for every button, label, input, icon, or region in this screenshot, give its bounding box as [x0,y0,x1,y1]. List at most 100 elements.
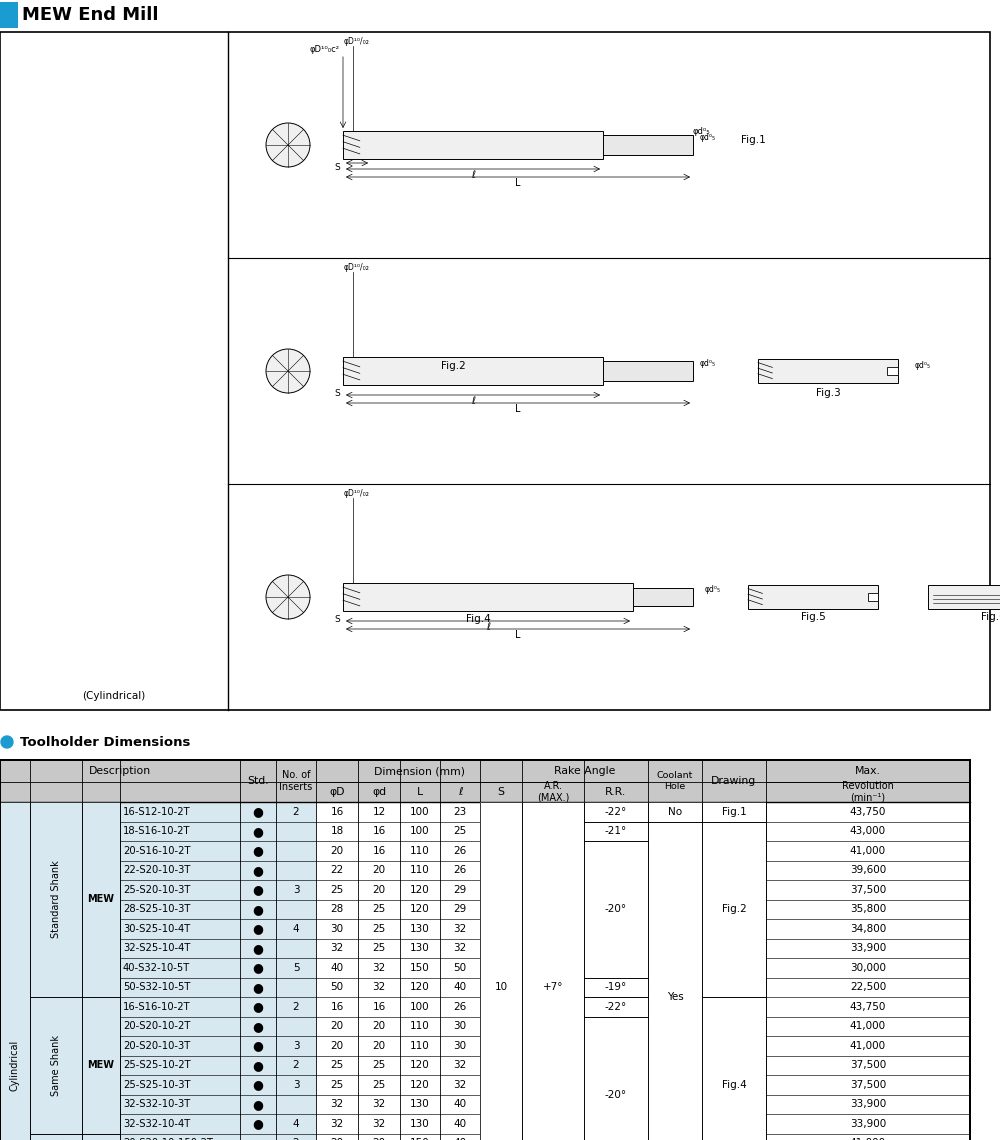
Text: 100: 100 [410,1002,430,1012]
Text: 20-S20-10-2T: 20-S20-10-2T [123,1021,190,1032]
Text: ●: ● [253,922,263,935]
Text: 3: 3 [293,1041,299,1051]
Text: 16: 16 [372,826,386,837]
Circle shape [266,575,310,619]
Bar [82,803,120,998]
Text: Toolholder Dimensions: Toolholder Dimensions [20,735,190,749]
Bar [0,803,316,1140]
Bar [748,585,878,609]
Bar [343,131,603,158]
Text: ●: ● [253,961,263,975]
Text: Drawing: Drawing [711,776,757,785]
Bar [0,760,970,1140]
Text: 2: 2 [293,1002,299,1012]
Text: ●: ● [253,1137,263,1140]
Text: 26: 26 [453,865,467,876]
Bar [928,585,1000,609]
Text: 20-S20-10-3T: 20-S20-10-3T [123,1041,190,1051]
Bar [584,822,648,841]
Text: 20: 20 [330,1021,344,1032]
Bar [30,998,82,1133]
Text: 18: 18 [330,826,344,837]
Text: 32: 32 [372,983,386,992]
Text: 29: 29 [453,904,467,914]
Text: ●: ● [253,1117,263,1130]
Bar [584,998,648,1017]
Text: -21°: -21° [605,826,627,837]
Text: 28-S25-10-3T: 28-S25-10-3T [123,904,190,914]
Bar [82,1133,120,1140]
Text: Fig.1: Fig.1 [741,135,765,145]
Text: 41,000: 41,000 [850,1041,886,1051]
Text: 32: 32 [372,963,386,972]
Text: -20°: -20° [605,1090,627,1099]
Text: φd⁰₅: φd⁰₅ [700,358,716,367]
Text: 33,900: 33,900 [850,1118,886,1129]
Bar [603,135,693,155]
Text: 120: 120 [410,885,430,895]
Text: φd⁰₅: φd⁰₅ [915,361,931,370]
Text: 16: 16 [372,1002,386,1012]
Text: ●: ● [253,1020,263,1033]
Text: 40-S32-10-5T: 40-S32-10-5T [123,963,190,972]
Text: 130: 130 [410,923,430,934]
Text: 30-S25-10-4T: 30-S25-10-4T [123,923,190,934]
Text: 32: 32 [453,1060,467,1070]
Text: 16: 16 [330,807,344,816]
Bar [648,822,702,1140]
Text: φd⁰₅: φd⁰₅ [692,127,710,136]
Bar [702,822,766,998]
Text: 10: 10 [494,983,508,992]
Text: Cylindrical: Cylindrical [10,1040,20,1091]
Text: (Cylindrical): (Cylindrical) [82,691,146,701]
Text: ℓ: ℓ [486,622,490,632]
Text: MEW: MEW [88,895,114,904]
Text: ●: ● [253,845,263,857]
Bar [584,841,648,977]
Bar [702,822,766,996]
Text: 32: 32 [330,1118,344,1129]
Text: 20: 20 [372,1041,386,1051]
Text: ℓ: ℓ [458,787,462,797]
Text: φD¹⁰/₀₂: φD¹⁰/₀₂ [344,263,370,272]
Bar [584,977,648,998]
Bar [82,998,120,1133]
Bar [633,588,693,606]
Text: Fig.3: Fig.3 [816,388,840,398]
Text: 100: 100 [410,807,430,816]
Text: 2: 2 [293,807,299,816]
Text: 41,000: 41,000 [850,1138,886,1140]
Text: 37,500: 37,500 [850,885,886,895]
Text: 30: 30 [330,923,344,934]
Bar [0,32,990,710]
Text: L: L [515,178,521,188]
Bar [868,593,878,601]
Text: 25: 25 [330,1060,344,1070]
Text: 120: 120 [410,904,430,914]
Text: 32-S32-10-3T: 32-S32-10-3T [123,1099,190,1109]
Text: 25: 25 [372,943,386,953]
Text: 20: 20 [330,1138,344,1140]
Text: No: No [668,807,682,816]
Text: 41,000: 41,000 [850,1021,886,1032]
Text: 25-S25-10-3T: 25-S25-10-3T [123,1080,190,1090]
Text: 25-S20-10-3T: 25-S20-10-3T [123,885,190,895]
Bar [603,361,693,381]
Text: 20: 20 [372,1138,386,1140]
Text: Fig.5: Fig.5 [801,612,825,622]
Text: Revolution
(min⁻¹): Revolution (min⁻¹) [842,781,894,803]
Text: φD¹⁰/₀₂: φD¹⁰/₀₂ [344,38,370,47]
Text: Max.: Max. [855,766,881,776]
Bar [522,803,584,1140]
Text: 34,800: 34,800 [850,923,886,934]
Text: 25: 25 [453,826,467,837]
Text: -19°: -19° [605,983,627,992]
Text: 120: 120 [410,983,430,992]
Bar [0,760,970,1140]
Bar [0,2,18,28]
Text: +7°: +7° [543,983,563,992]
Bar [584,822,648,840]
Bar [30,803,82,998]
Bar [758,359,898,383]
Text: 25: 25 [372,923,386,934]
